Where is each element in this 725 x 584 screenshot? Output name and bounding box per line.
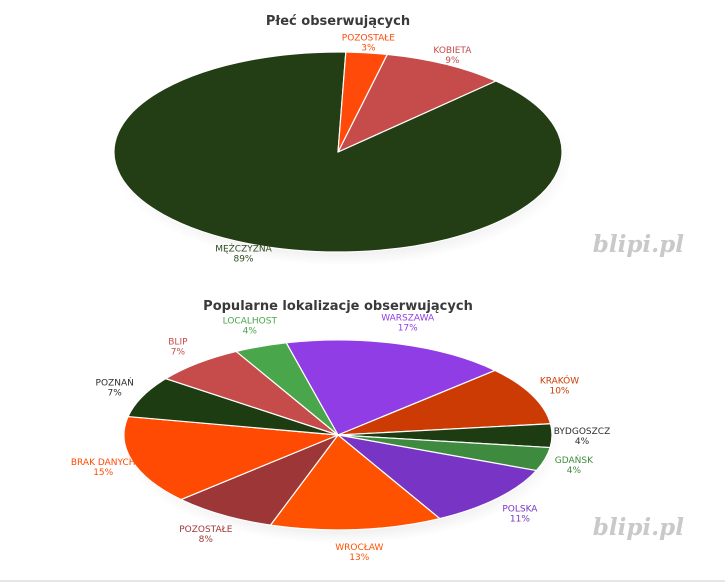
slice-label-percent: 15% [93, 468, 113, 478]
slice-label-percent: 4% [567, 466, 582, 476]
pie-slice-polska[interactable] [337, 434, 538, 520]
slice-label-name: POLSKA [502, 504, 538, 514]
slice-label-percent: 13% [349, 553, 369, 563]
pie-slice-warszawa[interactable] [285, 339, 496, 436]
slice-label-percent: 7% [171, 347, 186, 357]
chart-title-gender: Płeć obserwujących [266, 14, 410, 29]
pie-slice-krakow[interactable] [337, 369, 552, 436]
slice-label-name: POZOSTAŁE [342, 33, 395, 43]
pie-slice-pozostale[interactable] [337, 51, 388, 153]
locations-pie-chart: Popularne lokalizacje obserwujących WARS… [71, 299, 684, 563]
slice-label-percent: 3% [361, 43, 376, 53]
slice-label-percent: 4% [243, 327, 258, 337]
pie-slice-wroclaw[interactable] [269, 434, 441, 531]
slice-label-name: KOBIETA [433, 46, 472, 56]
slice-label-name: KRAKÓW [540, 375, 579, 387]
slice-label-name: LOCALHOST [223, 317, 278, 327]
pie-slice-localhost[interactable] [235, 342, 339, 436]
slice-label-percent: 7% [108, 389, 123, 399]
slice-label-name: MĘŻCZYZNA [215, 243, 272, 254]
watermark-logo-1: blipi.pl [593, 231, 684, 258]
slice-label-name: BLIP [168, 337, 188, 347]
slice-label-percent: 17% [398, 323, 418, 333]
gender-pie-slices [112, 51, 572, 266]
page-bottom-border [0, 580, 725, 582]
slice-label-name: WARSZAWA [381, 313, 435, 323]
slice-label-name: POZNAŃ [96, 377, 134, 389]
slice-label-percent: 11% [510, 514, 530, 524]
watermark-logo-2: blipi.pl [593, 514, 684, 541]
slice-label-percent: 4% [575, 437, 590, 447]
slice-label-name: WROCŁAW [335, 543, 383, 553]
slice-label-name: GDAŃSK [555, 454, 594, 466]
slice-label-name: POZOSTAŁE [179, 525, 232, 535]
slice-label-percent: 9% [445, 56, 460, 66]
pie-slice-kobieta[interactable] [337, 53, 497, 153]
slice-label-percent: 10% [549, 387, 569, 397]
slice-label-name: BYDGOSZCZ [554, 427, 611, 437]
chart-title-locations: Popularne lokalizacje obserwujących [203, 299, 473, 314]
locations-pie-slices [122, 339, 562, 544]
locations-pie-labels: WARSZAWA17%KRAKÓW10%BYDGOSZCZ4%GDAŃSK4%P… [71, 313, 610, 563]
pie-slice-brak-danych[interactable] [123, 415, 339, 501]
slice-label-percent: 89% [233, 254, 253, 264]
slice-label-percent: 8% [199, 535, 214, 545]
slice-label-name: BRAK DANYCH [71, 458, 136, 468]
pie-slice-pozostale[interactable] [180, 434, 339, 526]
